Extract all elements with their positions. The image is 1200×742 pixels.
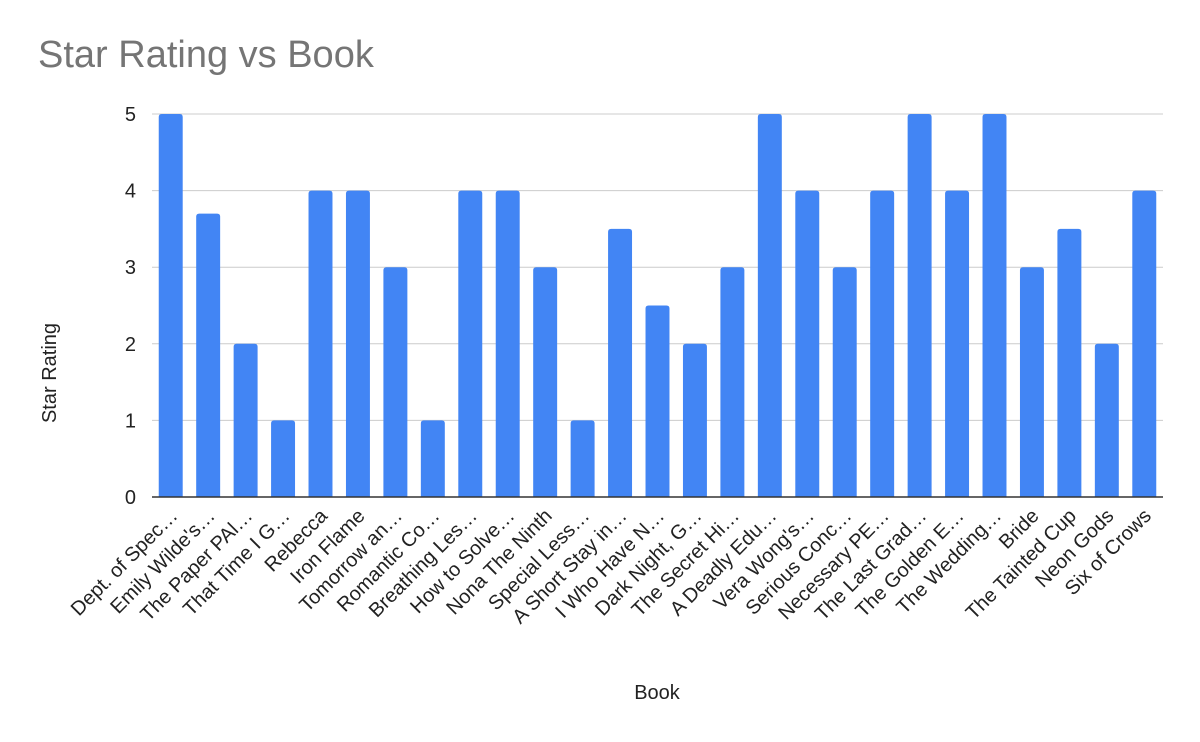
bar <box>682 343 707 497</box>
y-tick-label: 3 <box>125 257 136 279</box>
y-tick-label: 0 <box>125 487 136 509</box>
bars <box>158 114 1157 497</box>
bar <box>1132 190 1157 497</box>
bar <box>907 114 932 497</box>
bar <box>757 114 782 497</box>
y-tick-labels: 0 1 2 3 4 5 <box>125 104 136 509</box>
chart-title: Star Rating vs Book <box>38 34 374 76</box>
bar <box>608 228 633 497</box>
bar <box>271 420 296 497</box>
bar <box>832 267 857 497</box>
bar <box>795 190 820 497</box>
bar <box>158 114 183 497</box>
bar <box>1094 343 1119 497</box>
bar <box>720 267 745 497</box>
x-axis-title: Book <box>634 682 681 704</box>
bar <box>383 267 408 497</box>
bar <box>945 190 970 497</box>
bar <box>870 190 895 497</box>
bar <box>345 190 370 497</box>
bar <box>1019 267 1044 497</box>
y-axis-title: Star Rating <box>39 323 61 423</box>
bar <box>570 420 595 497</box>
bar <box>233 343 258 497</box>
x-tick-labels: Dept. of Spec…Emily Wilde's…The Paper PA… <box>67 504 1156 628</box>
y-tick-label: 5 <box>125 104 136 126</box>
bar <box>420 420 445 497</box>
y-tick-label: 2 <box>125 334 136 356</box>
bar <box>645 305 670 497</box>
bar <box>308 190 333 497</box>
bar <box>196 213 221 497</box>
y-tick-label: 4 <box>125 181 136 203</box>
bar <box>1057 228 1082 497</box>
bar <box>982 114 1007 497</box>
bar <box>533 267 558 497</box>
y-tick-label: 1 <box>125 410 136 432</box>
bar <box>458 190 483 497</box>
bar <box>495 190 520 497</box>
